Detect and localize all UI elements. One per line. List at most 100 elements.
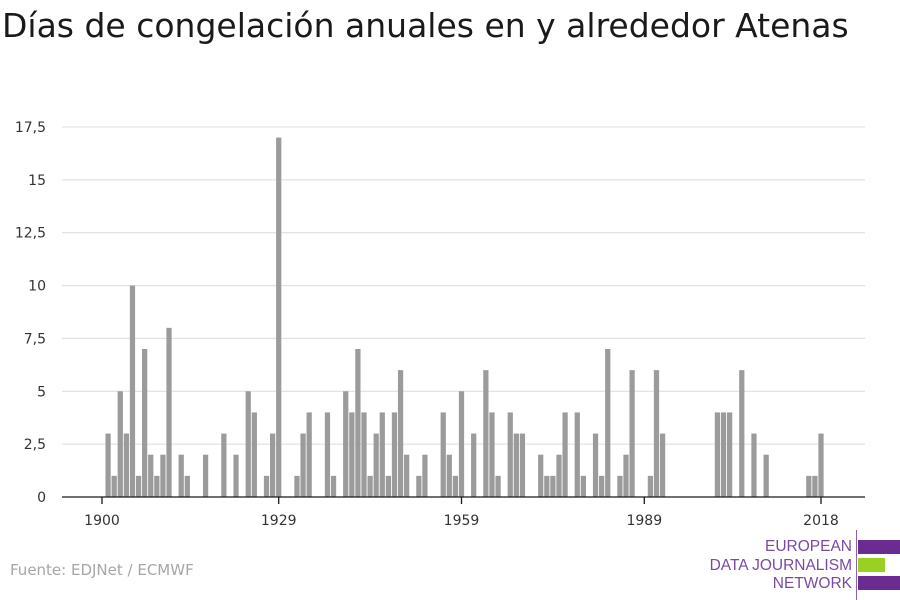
bar: [538, 454, 544, 497]
bar: [653, 370, 660, 497]
y-tick-label: 2,5: [24, 437, 46, 453]
bar: [105, 433, 111, 497]
bar: [135, 475, 142, 497]
bar: [556, 454, 562, 497]
logo-text: EUROPEAN DATA JOURNALISM NETWORK: [710, 538, 852, 594]
bar: [117, 391, 123, 497]
bar: [324, 412, 331, 497]
bar: [574, 412, 580, 497]
bar: [361, 412, 367, 497]
bar: [367, 475, 373, 497]
bar: [373, 433, 379, 497]
bar: [659, 433, 666, 497]
bar: [812, 475, 818, 497]
bar: [129, 285, 136, 497]
logo-line-network: NETWORK: [772, 575, 852, 592]
bar: [404, 454, 410, 497]
bar: [617, 475, 623, 497]
x-tick-label: 1929: [261, 513, 297, 529]
bar: [720, 412, 727, 497]
bar: [233, 454, 239, 497]
bar: [221, 433, 227, 497]
logo-divider: [856, 530, 857, 600]
bar: [294, 475, 300, 497]
bar: [300, 433, 306, 497]
bar: [440, 412, 446, 497]
chart-title: Días de congelación anuales en y alreded…: [2, 6, 849, 45]
bar: [355, 349, 361, 497]
bar: [142, 349, 148, 497]
logo-bar-purple-top: [858, 540, 900, 554]
bar: [726, 412, 733, 497]
logo-line-european: EUROPEAN: [765, 538, 852, 555]
bar: [452, 475, 459, 497]
bar: [251, 412, 257, 497]
bar: [245, 391, 251, 497]
bar: [123, 433, 129, 497]
bar: [276, 137, 282, 498]
bar: [343, 391, 349, 497]
bar: [422, 454, 428, 497]
bar: [471, 433, 477, 497]
x-axis-ticks: 1900 1929 1959 1989 2018: [84, 497, 839, 529]
bar: [166, 327, 172, 497]
bar: [184, 475, 190, 497]
bar: [513, 433, 519, 497]
bar: [739, 370, 745, 497]
bar: [349, 412, 355, 497]
bar: [605, 349, 611, 497]
bar: [148, 454, 154, 497]
bar: [269, 433, 276, 497]
bar: [397, 370, 404, 497]
bar: [160, 454, 166, 497]
bar: [263, 475, 270, 497]
bar: [391, 412, 398, 497]
bars: [105, 137, 824, 498]
y-tick-label: 15: [28, 173, 46, 189]
bar: [330, 475, 337, 497]
y-tick-label: 12,5: [15, 226, 46, 242]
bar: [379, 412, 385, 497]
bar: [306, 412, 312, 497]
bar: [562, 412, 568, 497]
x-tick-label: 1989: [626, 513, 662, 529]
y-axis-ticks: 0 2,5 5 7,5 10 12,5 15 17,5: [15, 120, 46, 506]
bar: [507, 412, 513, 497]
y-tick-label: 0: [37, 490, 46, 506]
logo-bar-green: [858, 558, 885, 572]
bar: [202, 454, 209, 497]
y-tick-label: 17,5: [15, 120, 46, 136]
logo-bar-purple-bottom: [858, 576, 900, 590]
bar: [806, 475, 812, 497]
bar: [489, 412, 495, 497]
x-tick-label: 1900: [84, 513, 120, 529]
bar: [550, 475, 556, 497]
bar: [580, 475, 586, 497]
bar: [111, 475, 117, 497]
y-tick-label: 7,5: [24, 331, 46, 347]
bar: [592, 433, 599, 497]
bar: [544, 475, 550, 497]
bar: [818, 433, 824, 497]
bar: [385, 475, 392, 497]
bar: [458, 391, 465, 497]
y-tick-label: 10: [28, 279, 46, 295]
source-note: Fuente: EDJNet / ECMWF: [10, 561, 194, 579]
bar: [623, 454, 629, 497]
bar: [519, 433, 526, 497]
bar: [446, 454, 452, 497]
bar: [714, 412, 721, 497]
bar: [647, 475, 654, 497]
bar: [763, 454, 769, 497]
bar: [416, 475, 422, 497]
x-tick-label: 2018: [803, 513, 839, 529]
bar: [483, 370, 489, 497]
logo-line-data-journalism: DATA JOURNALISM: [709, 556, 852, 574]
bar: [178, 454, 184, 497]
bar: [751, 433, 757, 497]
bar: [154, 475, 160, 497]
bar: [599, 475, 605, 497]
bar: [629, 370, 635, 497]
bar: [495, 475, 501, 497]
